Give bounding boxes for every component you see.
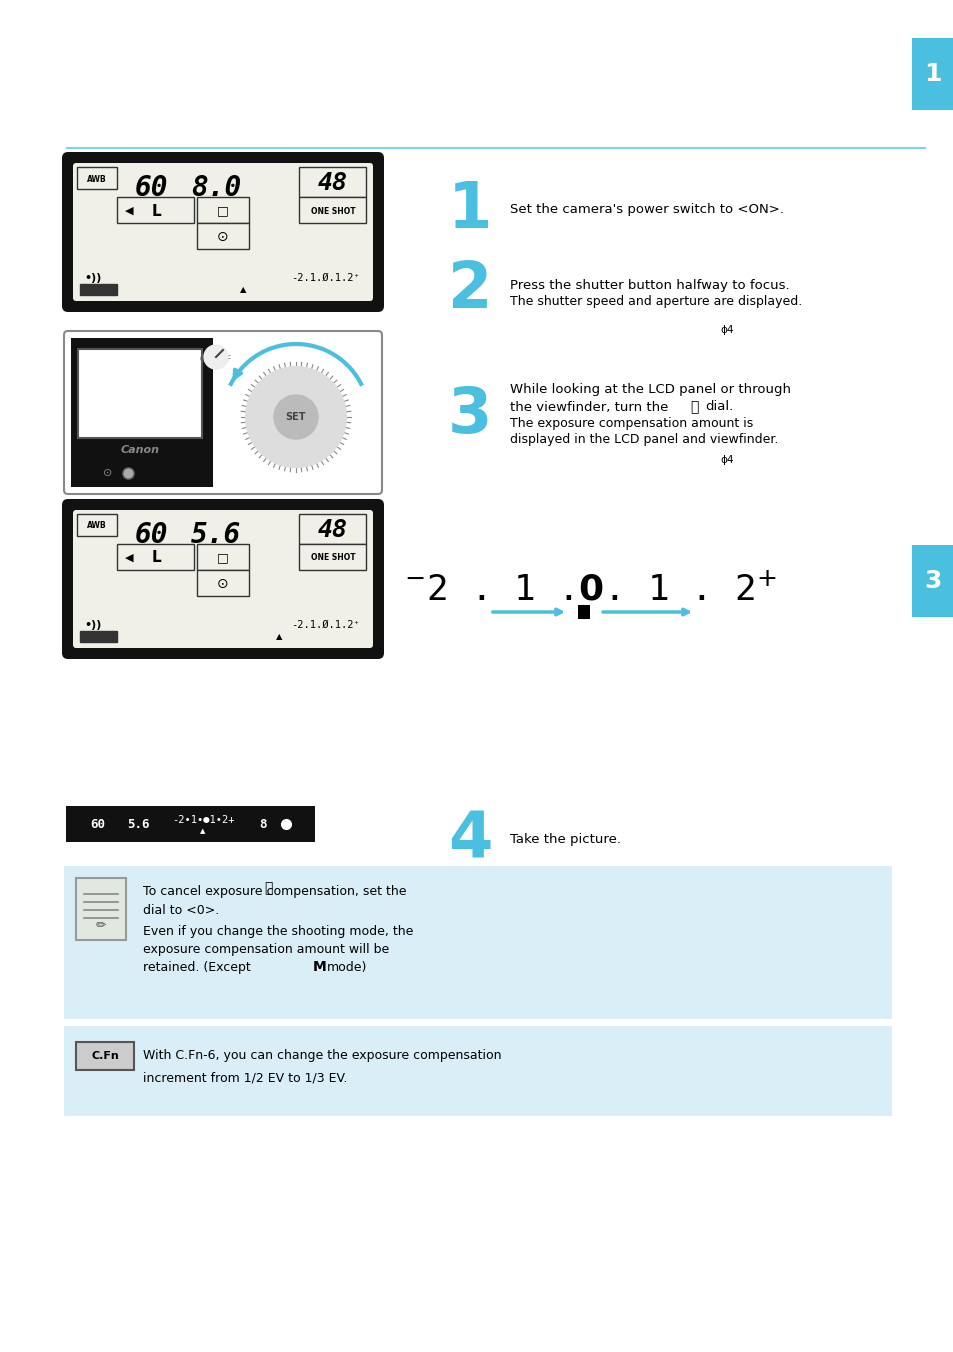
Text: 2: 2	[447, 260, 492, 320]
Text: mode): mode)	[327, 960, 367, 973]
Text: The exposure compensation amount is: The exposure compensation amount is	[510, 418, 753, 430]
FancyBboxPatch shape	[911, 38, 953, 110]
Text: 3: 3	[447, 384, 492, 446]
Text: 48: 48	[317, 170, 348, 195]
Text: ⦿: ⦿	[689, 400, 698, 414]
Text: Take the picture.: Take the picture.	[510, 833, 620, 846]
FancyBboxPatch shape	[77, 168, 117, 189]
Text: 48: 48	[317, 518, 348, 542]
FancyBboxPatch shape	[64, 331, 381, 493]
Text: ϕ4: ϕ4	[720, 456, 733, 465]
Text: 8: 8	[259, 818, 267, 830]
Text: L: L	[151, 204, 161, 219]
Text: To cancel exposure compensation, set the: To cancel exposure compensation, set the	[143, 886, 406, 899]
Text: increment from 1/2 EV to 1/3 EV.: increment from 1/2 EV to 1/3 EV.	[143, 1072, 347, 1084]
FancyBboxPatch shape	[911, 545, 953, 617]
Text: Set the camera's power switch to <ON>.: Set the camera's power switch to <ON>.	[510, 204, 783, 216]
Text: ⊙: ⊙	[217, 577, 229, 591]
Circle shape	[246, 366, 346, 466]
FancyBboxPatch shape	[298, 197, 366, 223]
Text: Even if you change the shooting mode, the: Even if you change the shooting mode, th…	[143, 926, 413, 938]
Text: □: □	[217, 204, 229, 218]
Text: the viewfinder, turn the: the viewfinder, turn the	[510, 400, 668, 414]
Text: ◀: ◀	[125, 553, 133, 562]
Text: 5.6: 5.6	[127, 818, 149, 830]
FancyBboxPatch shape	[76, 877, 126, 940]
FancyBboxPatch shape	[71, 338, 213, 487]
FancyBboxPatch shape	[62, 151, 384, 312]
Text: •)): •))	[84, 273, 101, 283]
Text: 60: 60	[134, 174, 168, 201]
Text: -2•1•●1•2+: -2•1•●1•2+	[172, 815, 234, 825]
Text: SET: SET	[286, 412, 306, 422]
Text: dial to <0>.: dial to <0>.	[143, 903, 219, 917]
FancyBboxPatch shape	[77, 514, 117, 535]
Text: -2.1.Ø.1.2⁺: -2.1.Ø.1.2⁺	[291, 621, 359, 630]
Text: 4: 4	[447, 808, 492, 871]
FancyBboxPatch shape	[79, 284, 116, 295]
FancyBboxPatch shape	[578, 604, 589, 619]
FancyBboxPatch shape	[298, 514, 366, 544]
Circle shape	[204, 345, 228, 369]
Text: ⦿: ⦿	[264, 882, 272, 895]
FancyBboxPatch shape	[196, 544, 249, 571]
FancyBboxPatch shape	[196, 197, 249, 223]
Text: L: L	[151, 550, 161, 565]
Text: AWB: AWB	[87, 174, 107, 184]
Text: The shutter speed and aperture are displayed.: The shutter speed and aperture are displ…	[510, 296, 801, 308]
FancyBboxPatch shape	[117, 544, 193, 571]
FancyBboxPatch shape	[298, 544, 366, 571]
Text: AWB: AWB	[87, 522, 107, 530]
Text: exposure compensation amount will be: exposure compensation amount will be	[143, 942, 389, 956]
FancyBboxPatch shape	[64, 867, 891, 1019]
Text: Press the shutter button halfway to focus.: Press the shutter button halfway to focu…	[510, 279, 789, 292]
FancyBboxPatch shape	[117, 197, 193, 223]
Text: ONE SHOT: ONE SHOT	[311, 207, 355, 215]
FancyBboxPatch shape	[76, 1042, 133, 1069]
Text: □: □	[217, 552, 229, 565]
Circle shape	[274, 395, 317, 439]
Text: -2.1.Ø.1.2⁺: -2.1.Ø.1.2⁺	[291, 273, 359, 283]
FancyBboxPatch shape	[298, 168, 366, 197]
Text: 1: 1	[447, 178, 492, 241]
FancyBboxPatch shape	[79, 630, 116, 641]
Text: retained. (Except: retained. (Except	[143, 960, 251, 973]
Text: 8.0: 8.0	[191, 174, 241, 201]
FancyBboxPatch shape	[78, 349, 202, 438]
Text: $^{-}$2 . 1 .$\mathbf{0}$. 1 . 2$^{+}$: $^{-}$2 . 1 .$\mathbf{0}$. 1 . 2$^{+}$	[403, 573, 776, 607]
Text: displayed in the LCD panel and viewfinder.: displayed in the LCD panel and viewfinde…	[510, 434, 778, 446]
Text: ⊙: ⊙	[217, 230, 229, 243]
FancyBboxPatch shape	[196, 223, 249, 249]
FancyBboxPatch shape	[62, 499, 384, 658]
Text: 1: 1	[923, 62, 941, 87]
Text: •)): •))	[84, 621, 101, 630]
Text: While looking at the LCD panel or through: While looking at the LCD panel or throug…	[510, 384, 790, 396]
Text: 60: 60	[134, 521, 168, 549]
Text: ON  OFF: ON OFF	[200, 356, 232, 365]
Text: ▲: ▲	[200, 827, 206, 834]
FancyBboxPatch shape	[73, 164, 373, 301]
Text: With C.Fn-6, you can change the exposure compensation: With C.Fn-6, you can change the exposure…	[143, 1049, 501, 1063]
Text: dial.: dial.	[704, 400, 733, 414]
Text: ϕ4: ϕ4	[720, 324, 733, 335]
Text: ⊙: ⊙	[103, 468, 112, 479]
Text: C.Fn: C.Fn	[91, 1051, 119, 1061]
Text: 60: 60	[91, 818, 106, 830]
Text: ONE SHOT: ONE SHOT	[311, 553, 355, 562]
Text: ✏: ✏	[95, 919, 106, 933]
Text: Canon: Canon	[120, 445, 159, 456]
FancyBboxPatch shape	[64, 1026, 891, 1115]
Text: ▲: ▲	[275, 633, 282, 641]
FancyBboxPatch shape	[196, 571, 249, 596]
FancyBboxPatch shape	[73, 510, 373, 648]
Text: ◀: ◀	[125, 206, 133, 216]
Text: M: M	[313, 960, 327, 973]
FancyBboxPatch shape	[66, 806, 314, 842]
Text: ▲: ▲	[240, 285, 247, 295]
Text: 5.6: 5.6	[191, 521, 241, 549]
Text: 3: 3	[923, 569, 941, 594]
